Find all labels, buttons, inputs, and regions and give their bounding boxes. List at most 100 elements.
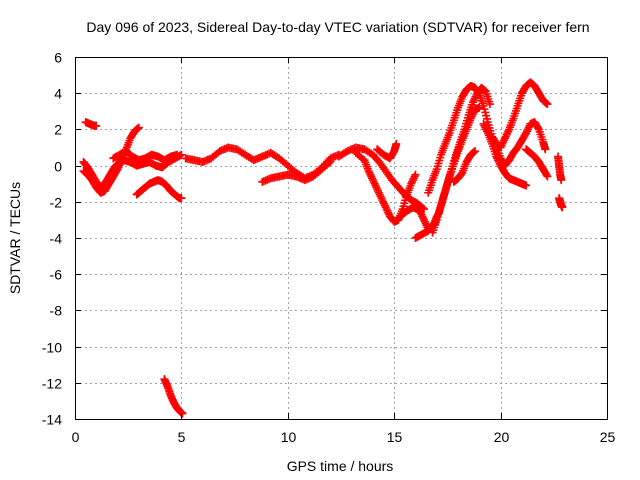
series-sat-g xyxy=(181,143,343,183)
data-point xyxy=(177,194,186,203)
x-tick-label: 15 xyxy=(387,429,403,445)
data-point xyxy=(417,210,426,219)
data-point xyxy=(522,129,531,138)
series-sat-e xyxy=(132,176,186,203)
series-sat-d xyxy=(109,147,182,165)
data-point xyxy=(468,98,477,107)
series-sat-s xyxy=(522,145,552,181)
data-point xyxy=(415,206,424,215)
data-point xyxy=(370,179,379,188)
data-point xyxy=(368,174,377,183)
y-tick-label: -6 xyxy=(50,267,63,283)
data-point xyxy=(558,203,567,212)
data-point xyxy=(114,163,123,172)
data-point xyxy=(374,186,383,195)
data-point xyxy=(523,125,532,134)
data-point xyxy=(408,177,417,186)
data-point xyxy=(376,192,385,201)
series-sat-u xyxy=(555,194,567,212)
data-point xyxy=(479,119,488,128)
data-point xyxy=(474,88,483,97)
data-point xyxy=(534,123,543,132)
y-tick-label: -10 xyxy=(42,340,62,356)
data-point xyxy=(482,125,491,134)
data-point xyxy=(379,199,388,208)
data-point xyxy=(467,112,476,121)
series-sat-c xyxy=(81,118,101,130)
chart-title: Day 096 of 2023, Sidereal Day-to-day VTE… xyxy=(86,19,589,35)
data-point xyxy=(502,130,511,139)
data-point xyxy=(392,139,401,148)
data-point xyxy=(542,171,551,180)
data-point xyxy=(410,172,419,181)
data-point xyxy=(419,215,428,224)
data-point xyxy=(480,121,489,130)
y-tick-label: -2 xyxy=(50,195,63,211)
data-point xyxy=(421,219,430,228)
x-axis-label: GPS time / hours xyxy=(287,458,394,474)
data-point xyxy=(178,409,187,418)
series-sat-b xyxy=(79,123,143,197)
data-point xyxy=(499,138,508,147)
data-point xyxy=(408,176,417,185)
series-sat-j xyxy=(351,148,420,226)
data-point xyxy=(471,92,480,101)
data-point xyxy=(134,123,143,132)
data-point xyxy=(368,176,377,185)
data-point xyxy=(324,159,333,168)
series-sat-k xyxy=(373,139,401,163)
data-point xyxy=(377,194,386,203)
data-point xyxy=(411,170,420,179)
data-point xyxy=(469,96,478,105)
data-point xyxy=(367,172,376,181)
data-point xyxy=(379,197,388,206)
data-point xyxy=(503,129,512,138)
data-point xyxy=(475,103,484,112)
data-point xyxy=(500,136,509,145)
data-series xyxy=(79,78,567,418)
series-sat-f xyxy=(160,375,187,418)
data-point xyxy=(409,174,418,183)
x-tick-label: 0 xyxy=(72,429,80,445)
data-point xyxy=(482,127,491,136)
data-point xyxy=(418,212,427,221)
series-sat-p xyxy=(449,147,480,186)
data-point xyxy=(471,147,480,156)
axis-ticks: 0 5 10 15 20 25 -14 -12 -10 -8 -6 -4 -2 0 2 4 6 xyxy=(42,50,616,446)
data-point xyxy=(116,159,125,168)
grid xyxy=(75,57,607,419)
data-point xyxy=(382,205,391,214)
data-point xyxy=(543,172,552,181)
data-point xyxy=(407,179,416,188)
y-tick-label: -4 xyxy=(50,231,63,247)
data-point xyxy=(116,157,125,166)
data-point xyxy=(115,161,124,170)
y-tick-label: -8 xyxy=(50,303,63,319)
series-sat-t xyxy=(554,152,566,185)
series-sat-h xyxy=(258,157,335,186)
data-point xyxy=(383,206,392,215)
series-sat-r xyxy=(492,118,550,170)
data-point xyxy=(485,100,494,109)
y-tick-label: 2 xyxy=(54,122,62,138)
data-point xyxy=(500,134,509,143)
data-point xyxy=(113,165,122,174)
data-point xyxy=(365,168,374,177)
data-point xyxy=(381,203,390,212)
y-axis-label: SDTVAR / TECUs xyxy=(7,182,23,294)
data-point xyxy=(543,100,552,109)
data-point xyxy=(375,190,384,199)
x-tick-label: 5 xyxy=(178,429,186,445)
data-point xyxy=(371,181,380,190)
data-point xyxy=(92,121,101,130)
data-point xyxy=(522,127,531,136)
y-tick-label: -12 xyxy=(42,376,62,392)
data-point xyxy=(504,127,513,136)
data-point xyxy=(468,110,477,119)
data-point xyxy=(420,217,429,226)
y-tick-label: -14 xyxy=(42,412,62,428)
data-point xyxy=(466,114,475,123)
data-point xyxy=(501,132,510,141)
data-point xyxy=(373,185,382,194)
